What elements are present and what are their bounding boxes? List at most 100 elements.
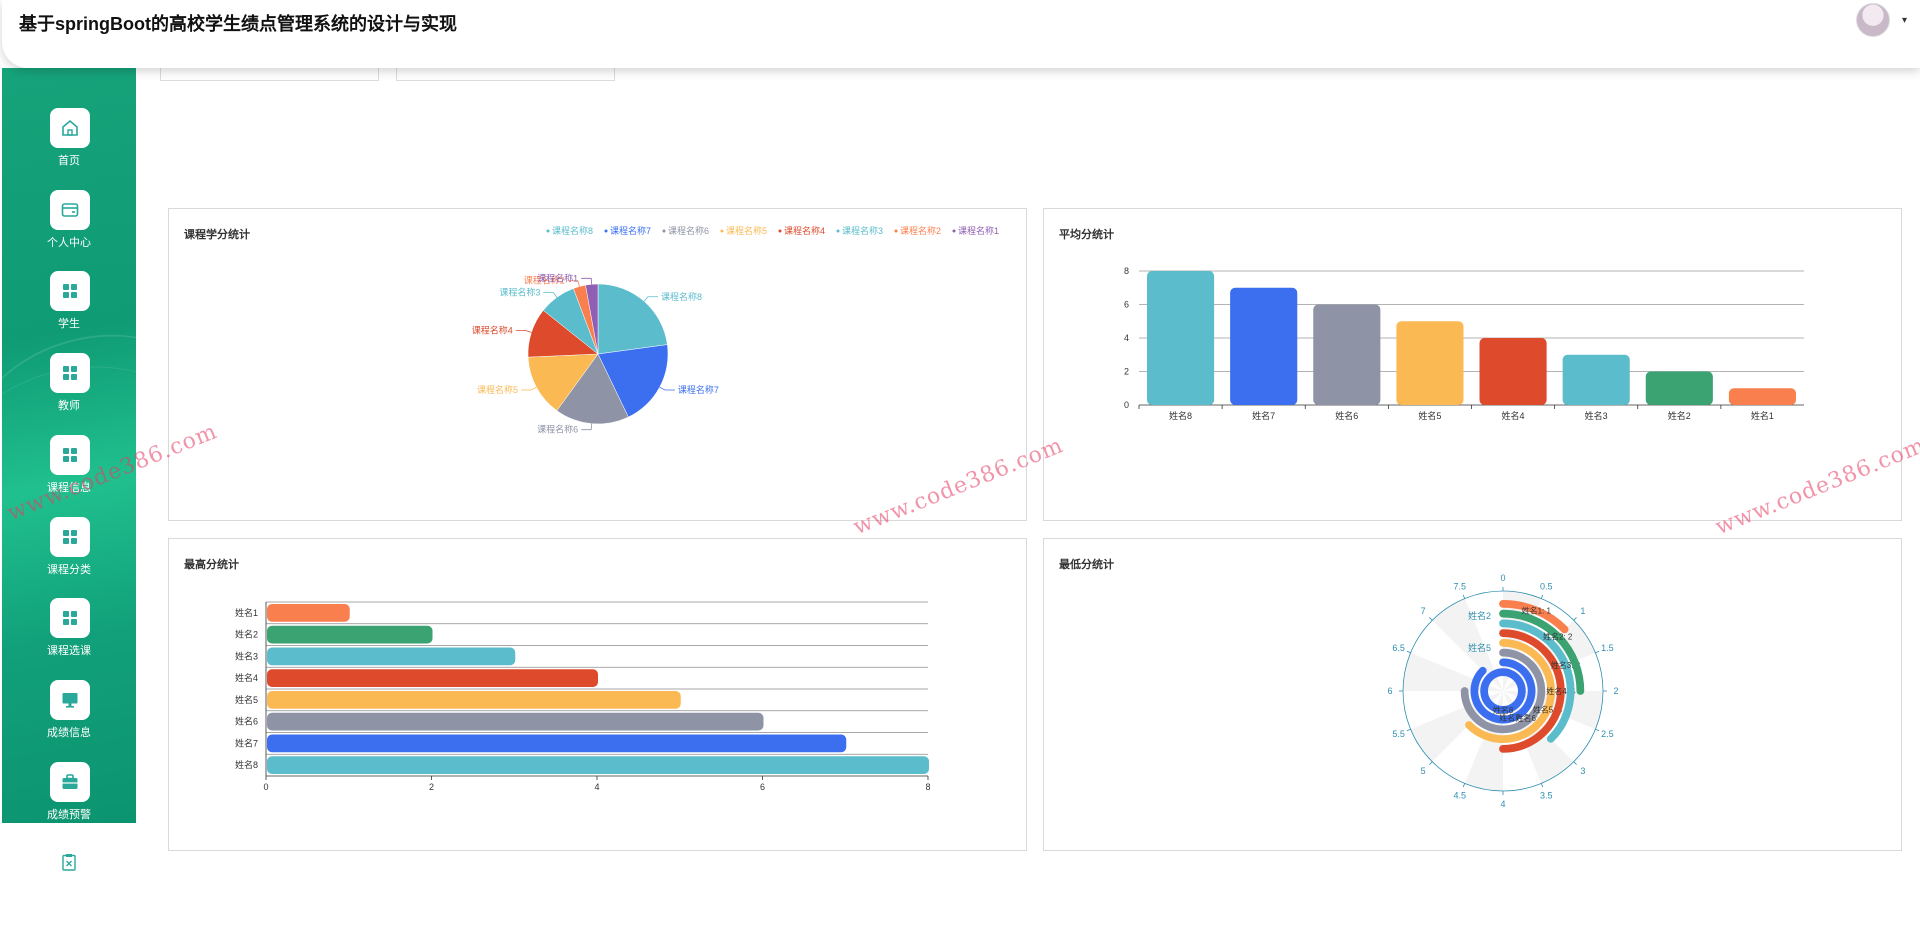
pie-leader [543, 292, 558, 298]
sidebar-item-course-category[interactable]: 课程分类 [2, 517, 136, 597]
x-tick-label: 4 [594, 782, 599, 792]
panel-title: 课程学分统计 [184, 229, 250, 241]
angle-tick-label: 4 [1500, 799, 1505, 809]
angle-tick-label: 1 [1580, 606, 1585, 616]
polar-bar [1460, 648, 1546, 734]
y-tick-label: 姓名5 [235, 694, 258, 705]
angle-tick-label: 0 [1500, 573, 1505, 583]
bar [267, 669, 598, 687]
pie-leader [521, 386, 537, 391]
angle-tick [1595, 650, 1600, 654]
pie-label: 课程名称2 [524, 275, 565, 286]
user-avatar[interactable] [1856, 3, 1890, 37]
max-hbar-chart: 姓名1 姓名2 姓名3 姓名4 姓名5 姓名6 姓名7 姓名8 0 2 4 6 8 [235, 601, 931, 792]
angle-tick-label: 3 [1580, 766, 1585, 776]
pie-label: 课程名称3 [499, 287, 540, 298]
x-tick-label: 8 [925, 782, 930, 792]
bar [1562, 354, 1630, 405]
summary-card [160, 68, 379, 81]
bar [267, 691, 681, 709]
angle-tick [1462, 783, 1466, 788]
polar-bar-label: 姓名4: 4 [1546, 686, 1576, 696]
clipboard-icon[interactable] [62, 853, 76, 871]
legend-item: 课程名称2 [900, 225, 941, 236]
bar [267, 625, 433, 644]
angle-tick [1540, 783, 1544, 788]
sidebar-item-grade-warning[interactable]: 成绩预警 [2, 762, 136, 823]
panel-title: 平均分统计 [1059, 229, 1114, 241]
sidebar-item-home[interactable]: 首页 [2, 108, 136, 188]
legend-item: 课程名称3 [842, 225, 883, 236]
angle-tick-label: 6.5 [1392, 643, 1405, 653]
legend-marker [720, 229, 724, 233]
wallet-icon [50, 190, 90, 230]
x-tick-label: 姓名2 [1668, 410, 1691, 421]
sidebar-item-course-info[interactable]: 课程信息 [2, 435, 136, 515]
polar-bar-label: 姓名3: 3 [1551, 660, 1581, 670]
legend-item: 课程名称6 [668, 225, 709, 236]
angle-tick [1406, 728, 1411, 732]
x-tick-label: 姓名3 [1585, 410, 1608, 421]
sidebar-item-label: 课程分类 [47, 564, 91, 576]
credit-stat-panel: 课程学分统计 课程名称1 课程名称2 课程名称3 课程名称4 课程名称5 课程名称6 课程名… [168, 208, 1027, 521]
bar [1479, 338, 1547, 405]
x-tick-label: 姓名4 [1502, 410, 1525, 421]
bar [1396, 321, 1464, 405]
x-tick-label: 姓名7 [1252, 410, 1275, 421]
y-tick-label: 姓名6 [235, 716, 258, 727]
min-polar-chart: 0 0.5 1 1.5 2 2.5 3 3.5 4 4.5 5 5.5 6 6.5 7 7.5 姓名8姓名7: … [1387, 573, 1618, 809]
angle-tick-label: 2.5 [1601, 729, 1614, 739]
angle-tick [1462, 594, 1466, 599]
bar [1147, 271, 1215, 405]
pie-label: 课程名称6 [537, 424, 578, 435]
bar [267, 712, 764, 731]
pie-slice [597, 283, 668, 355]
legend-marker [604, 229, 608, 233]
panel-title: 最低分统计 [1059, 559, 1114, 571]
pie-leader [567, 280, 580, 287]
sidebar-footer [2, 823, 136, 927]
angle-tick-label: 7 [1421, 606, 1426, 616]
bar [1645, 371, 1713, 405]
pie-label: 课程名称8 [661, 291, 702, 302]
sidebar-item-label: 成绩信息 [47, 727, 91, 739]
angle-tick-label: 2 [1613, 686, 1618, 696]
chevron-down-icon[interactable]: ▾ [1901, 15, 1907, 26]
polar-category-label: 姓名5 [1468, 642, 1491, 653]
angle-tick [1429, 761, 1433, 765]
grid-icon [50, 435, 90, 475]
panel-title: 最高分统计 [184, 559, 239, 571]
angle-tick [1406, 650, 1411, 654]
sidebar-item-personal-center[interactable]: 个人中心 [2, 190, 136, 270]
grid-icon [50, 598, 90, 638]
x-tick-label: 2 [429, 782, 434, 792]
y-tick-label: 2 [1124, 367, 1129, 377]
legend-item: 课程名称7 [610, 225, 651, 236]
sidebar-item-course-selection[interactable]: 课程选课 [2, 598, 136, 678]
angle-tick-label: 3.5 [1540, 790, 1553, 800]
polar-bar-label: 姓名6: 6 [1515, 713, 1545, 723]
pie-leader [515, 330, 532, 333]
sidebar-item-label: 课程信息 [47, 482, 91, 494]
x-tick-label: 姓名8 [1169, 410, 1192, 421]
polar-bar [1480, 668, 1526, 714]
average-stat-panel: 平均分统计 0 2 4 6 8 姓名8 姓名7 姓名6 姓名5 姓名4 姓名3 姓名2 姓名1 [1043, 208, 1902, 521]
pie-leader [643, 296, 659, 302]
monitor-icon [50, 680, 90, 720]
pie-leader [659, 386, 675, 391]
sidebar-item-grade-info[interactable]: 成绩信息 [2, 680, 136, 760]
pie-label: 课程名称7 [678, 384, 719, 395]
pie-slice [597, 344, 669, 418]
legend-item: 课程名称8 [552, 225, 593, 236]
credit-pie-chart: 课程名称1课程名称2课程名称3课程名称4课程名称5课程名称6课程名称7课程名称8… [472, 225, 999, 435]
x-tick-label: 姓名1 [1751, 410, 1774, 421]
sidebar-item-teacher[interactable]: 教师 [2, 353, 136, 433]
bar [267, 647, 516, 666]
x-tick-label: 6 [760, 782, 765, 792]
sidebar-item-student[interactable]: 学生 [2, 271, 136, 351]
legend-marker [952, 229, 956, 233]
bar [1313, 304, 1381, 405]
y-tick-label: 姓名1 [235, 607, 258, 618]
pie-leader [581, 277, 593, 285]
